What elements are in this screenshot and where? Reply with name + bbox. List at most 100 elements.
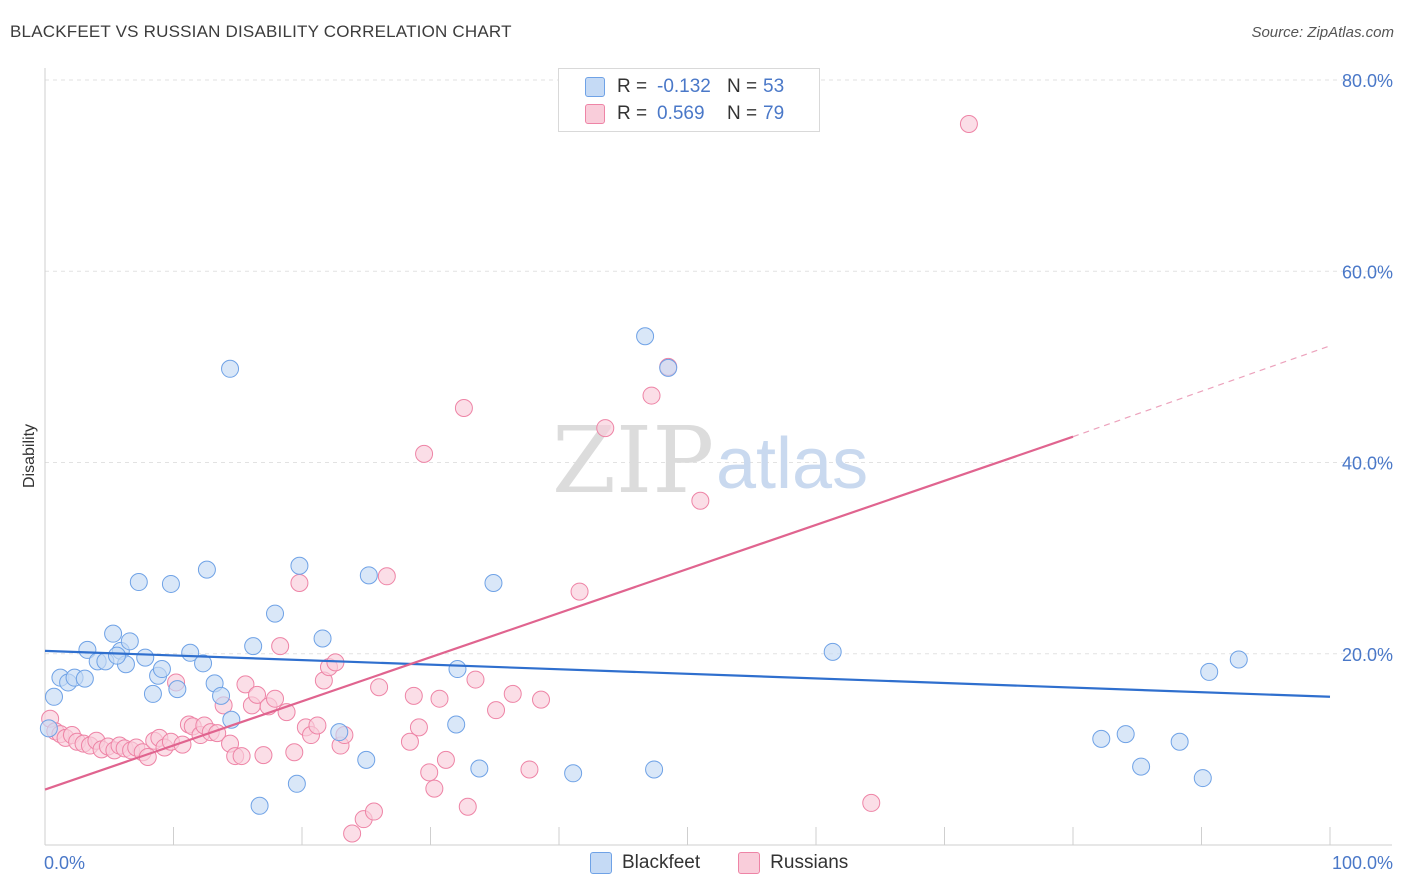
legend-n-label: N = [727,76,758,97]
blackfeet-point [484,573,503,592]
blackfeet-point [212,686,231,705]
legend-row-blackfeet: R = -0.132 N = 53 [585,75,784,99]
blackfeet-point [1193,769,1212,788]
russians-point [487,701,506,720]
blackfeet-point [1132,757,1151,776]
russians-point [409,718,428,737]
russians-point [691,491,710,510]
legend-r-label: R = [617,103,648,124]
legend-row-russians: R = 0.569 N = 79 [585,102,784,126]
blackfeet-point [168,680,187,699]
legend: R = -0.132 N = 53 R = 0.569 N = 79 [558,68,820,132]
blackfeet-point [447,715,466,734]
watermark-atlas: atlas [716,424,868,504]
blackfeet-point [287,774,306,793]
russians-point [420,763,439,782]
gridlines [45,79,1392,655]
russians-point [364,802,383,821]
russians-point [454,398,473,417]
blackfeet-point [636,327,655,346]
blackfeet-point [104,624,123,643]
y-tick-label: 20.0% [1342,645,1393,665]
russians-point [959,114,978,133]
x-tick-label-left: 0.0% [44,853,85,873]
blackfeet-point [1092,729,1111,748]
legend-swatch-blackfeet [585,77,605,97]
blackfeet-point [129,573,148,592]
russians-point [596,419,615,438]
russians-point [466,670,485,689]
chart-title: BLACKFEET VS RUSSIAN DISABILITY CORRELAT… [10,22,512,41]
blackfeet-point [357,750,376,769]
legend-n-value: 79 [763,103,785,124]
trend-line-russians [44,435,1074,791]
russians-point [415,444,434,463]
blackfeet-points [39,327,1248,815]
blackfeet-point [359,566,378,585]
russians-point [430,689,449,708]
y-tick-label: 40.0% [1342,454,1393,474]
russians-point [248,685,267,704]
blackfeet-point [645,760,664,779]
blackfeet-point [197,560,216,579]
legend-r-label: R = [617,76,648,97]
blackfeet-point [221,359,240,378]
russians-point [308,716,327,735]
blackfeet-point [266,604,285,623]
bottom-legend: Blackfeet Russians [590,852,848,874]
legend-r-value: 0.569 [657,103,705,124]
blackfeet-point [564,764,583,783]
blackfeet-point [39,719,58,738]
blackfeet-point [659,358,678,377]
russians-point [232,747,251,766]
russians-point [862,793,881,812]
x-tick-label-right: 100.0% [1332,853,1393,873]
russians-point [236,675,255,694]
russians-point [377,567,396,586]
russians-point [254,746,273,765]
bottom-legend-russians: Russians [770,852,849,873]
watermark: ZIP atlas [552,407,868,514]
russians-point [520,760,539,779]
bottom-legend-swatch-russians [738,852,761,874]
blackfeet-point [1116,725,1135,744]
blackfeet-point [1200,662,1219,681]
y-axis-title: Disability [21,424,38,488]
russians-point [343,824,362,843]
russians-point [404,686,423,705]
blackfeet-point [75,669,94,688]
legend-r-value: -0.132 [657,76,711,97]
blackfeet-point [194,654,213,673]
russians-point [532,690,551,709]
russians-point [271,637,290,656]
russians-point [436,750,455,769]
blackfeet-point [120,632,139,651]
russians-point [400,732,419,751]
blackfeet-point [313,629,332,648]
russians-point [458,797,477,816]
blackfeet-point [1229,650,1248,669]
trend-lines [44,345,1331,791]
russians-point [285,743,304,762]
blackfeet-point [1170,732,1189,751]
trend-line-russians-extension [1072,345,1331,438]
source-label: Source: ZipAtlas.com [1251,24,1394,41]
blackfeet-point [250,796,269,815]
russians-point [290,573,309,592]
tick-labels: 80.0% 60.0% 40.0% 20.0% 0.0% 100.0% [44,71,1393,873]
legend-swatch-russians [585,104,605,124]
legend-n-label: N = [727,103,758,124]
y-tick-label: 80.0% [1342,71,1393,91]
russians-point [642,386,661,405]
trend-line-blackfeet [44,649,1331,698]
blackfeet-point [330,723,349,742]
y-tick-label: 60.0% [1342,262,1393,282]
blackfeet-point [143,684,162,703]
blackfeet-point [44,687,63,706]
bottom-legend-swatch-blackfeet [590,852,612,874]
blackfeet-point [161,574,180,593]
blackfeet-point [107,646,126,665]
watermark-zip: ZIP [552,407,714,514]
legend-n-value: 53 [763,76,785,97]
